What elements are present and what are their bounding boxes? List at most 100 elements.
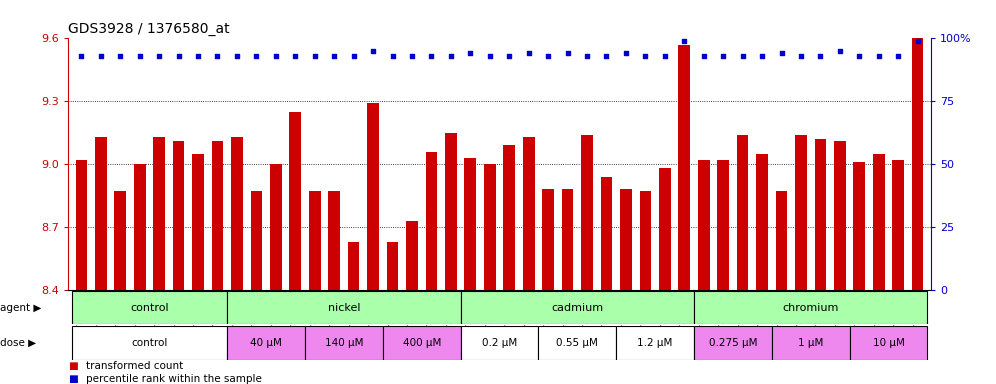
Point: [735, 53, 751, 59]
Point: [190, 53, 206, 59]
Bar: [445, 133, 457, 290]
Text: 40 μM: 40 μM: [250, 338, 282, 348]
Bar: [460, 291, 694, 324]
Point: [268, 53, 284, 59]
Bar: [382, 326, 460, 360]
Point: [151, 53, 167, 59]
Text: cadmium: cadmium: [551, 303, 604, 313]
Bar: [309, 191, 321, 290]
Text: control: control: [130, 303, 168, 313]
Bar: [582, 135, 593, 290]
Point: [715, 53, 731, 59]
Bar: [772, 326, 850, 360]
Bar: [406, 221, 417, 290]
Bar: [911, 0, 923, 290]
Bar: [115, 191, 126, 290]
Bar: [542, 189, 554, 290]
Bar: [756, 154, 768, 290]
Bar: [290, 112, 301, 290]
Point: [909, 38, 925, 44]
Point: [443, 53, 459, 59]
Bar: [72, 291, 227, 324]
Text: dose ▶: dose ▶: [0, 338, 36, 348]
Text: ■: ■: [68, 361, 78, 371]
Point: [521, 50, 537, 56]
Point: [423, 53, 439, 59]
Text: 140 μM: 140 μM: [325, 338, 364, 348]
Text: nickel: nickel: [328, 303, 361, 313]
Point: [287, 53, 303, 59]
Point: [774, 50, 790, 56]
Bar: [892, 160, 904, 290]
Bar: [617, 326, 694, 360]
Point: [113, 53, 128, 59]
Point: [131, 53, 147, 59]
Bar: [172, 141, 184, 290]
Point: [890, 53, 906, 59]
Point: [229, 53, 245, 59]
Bar: [211, 141, 223, 290]
Point: [248, 53, 264, 59]
Bar: [153, 137, 165, 290]
Point: [579, 53, 595, 59]
Bar: [523, 137, 535, 290]
Point: [832, 48, 848, 54]
Text: 0.2 μM: 0.2 μM: [482, 338, 517, 348]
Text: 1 μM: 1 μM: [798, 338, 824, 348]
Text: agent ▶: agent ▶: [0, 303, 42, 313]
Bar: [698, 160, 709, 290]
Bar: [659, 168, 670, 290]
Bar: [850, 326, 927, 360]
Bar: [76, 160, 88, 290]
Text: ■: ■: [68, 374, 78, 384]
Bar: [776, 191, 787, 290]
Bar: [854, 162, 866, 290]
Bar: [460, 326, 539, 360]
Point: [170, 53, 186, 59]
Bar: [562, 189, 574, 290]
Text: transformed count: transformed count: [86, 361, 183, 371]
Bar: [464, 158, 476, 290]
Bar: [678, 45, 690, 290]
Bar: [95, 137, 107, 290]
Bar: [251, 191, 262, 290]
Point: [599, 53, 615, 59]
Point: [618, 50, 633, 56]
Bar: [484, 164, 496, 290]
Bar: [368, 103, 378, 290]
Text: control: control: [131, 338, 167, 348]
Point: [462, 50, 478, 56]
Bar: [386, 242, 398, 290]
Bar: [694, 326, 772, 360]
Point: [560, 50, 576, 56]
Point: [307, 53, 323, 59]
Bar: [639, 191, 651, 290]
Point: [793, 53, 809, 59]
Bar: [872, 154, 884, 290]
Bar: [425, 152, 437, 290]
Text: 1.2 μM: 1.2 μM: [637, 338, 672, 348]
Bar: [717, 160, 729, 290]
Point: [656, 53, 672, 59]
Bar: [270, 164, 282, 290]
Bar: [305, 326, 382, 360]
Point: [813, 53, 829, 59]
Bar: [227, 326, 305, 360]
Bar: [539, 326, 617, 360]
Bar: [133, 164, 145, 290]
Point: [209, 53, 225, 59]
Point: [482, 53, 498, 59]
Text: 10 μM: 10 μM: [872, 338, 904, 348]
Bar: [72, 326, 227, 360]
Point: [346, 53, 362, 59]
Bar: [503, 145, 515, 290]
Point: [754, 53, 770, 59]
Bar: [694, 291, 927, 324]
Point: [540, 53, 556, 59]
Text: 400 μM: 400 μM: [402, 338, 441, 348]
Text: percentile rank within the sample: percentile rank within the sample: [86, 374, 262, 384]
Point: [327, 53, 343, 59]
Point: [74, 53, 90, 59]
Bar: [834, 141, 846, 290]
Bar: [329, 191, 340, 290]
